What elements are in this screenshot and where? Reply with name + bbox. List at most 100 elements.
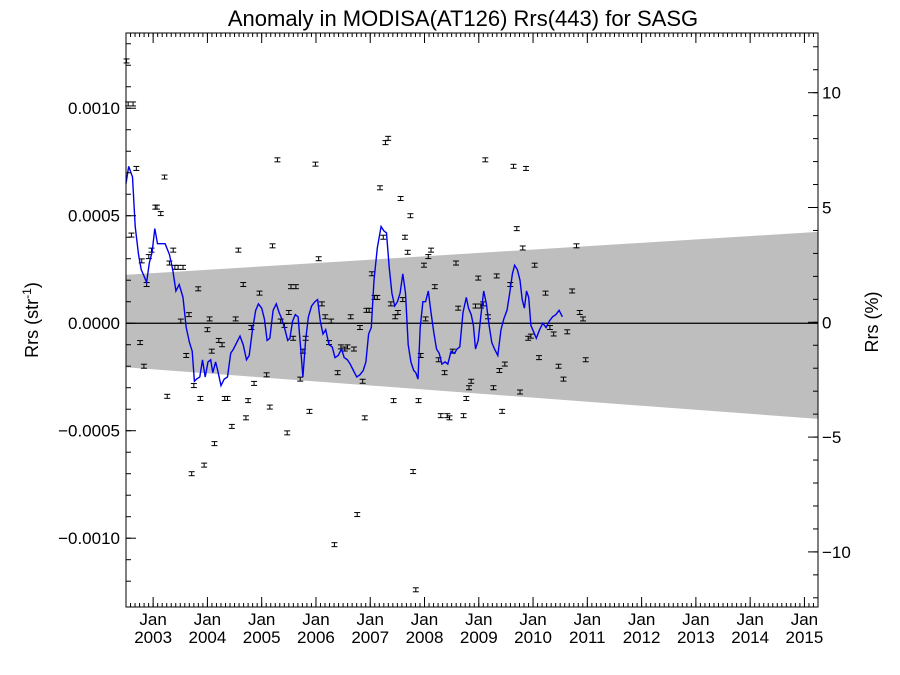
data-point (274, 157, 281, 163)
data-point (157, 211, 164, 217)
data-point (394, 309, 401, 315)
data-point (219, 342, 226, 348)
data-point (161, 174, 168, 180)
data-point (232, 316, 239, 322)
data-point (201, 462, 208, 468)
data-point (401, 234, 408, 240)
data-point (407, 213, 414, 219)
x-tick-year: 2009 (460, 628, 498, 647)
data-point (331, 542, 338, 548)
data-point (164, 393, 171, 399)
x-tick-year: 2006 (297, 628, 335, 647)
data-point (153, 204, 160, 210)
data-point (183, 352, 190, 358)
smoothed-anomaly-line (125, 166, 564, 388)
data-point (523, 165, 530, 171)
plot-frame (125, 32, 819, 608)
data-point (350, 346, 357, 352)
data-point (455, 305, 462, 311)
data-point (460, 413, 467, 419)
left-tick-label: 0.0005 (68, 207, 120, 226)
x-tick-year: 2007 (351, 628, 389, 647)
x-tick-month: Jan (357, 610, 384, 629)
data-point (284, 430, 291, 436)
data-point (555, 363, 562, 369)
data-point (347, 314, 354, 320)
left-axis-title-sup: -1 (20, 288, 34, 299)
left-tick-label: 0.0010 (68, 99, 120, 118)
data-point (437, 413, 444, 419)
x-tick-year: 2008 (406, 628, 444, 647)
x-tick-month: Jan (411, 610, 438, 629)
data-point (579, 316, 586, 322)
data-point (328, 318, 335, 324)
data-point (292, 284, 299, 290)
data-point (240, 282, 247, 288)
x-tick-month: Jan (791, 610, 818, 629)
data-point (546, 325, 553, 331)
data-point (242, 415, 249, 421)
uncertainty-band (126, 231, 818, 419)
left-axis-title-close: ) (22, 282, 42, 288)
data-point (415, 398, 422, 404)
x-tick-month: Jan (736, 610, 763, 629)
data-point (431, 284, 438, 290)
data-point (517, 389, 524, 395)
data-point (582, 357, 589, 363)
left-y-axis: 0.0010 0.0005 0.0000 −0.0005 −0.0010 (58, 43, 136, 582)
data-point (208, 348, 215, 354)
data-point (256, 290, 263, 296)
x-tick-month: Jan (139, 610, 166, 629)
left-axis-title-main: Rrs (str (22, 299, 42, 358)
data-point (564, 329, 571, 335)
x-tick-month: Jan (628, 610, 655, 629)
data-point (490, 385, 497, 391)
data-point (190, 383, 197, 389)
data-point (536, 355, 543, 361)
data-point (399, 297, 406, 303)
data-point (140, 363, 147, 369)
data-point (123, 58, 130, 64)
left-tick-label: −0.0005 (58, 422, 120, 441)
right-tick-label: 0 (822, 313, 831, 332)
right-tick-label: −10 (822, 543, 851, 562)
x-tick-month: Jan (465, 610, 492, 629)
x-tick-month: Jan (248, 610, 275, 629)
right-tick-label: 10 (822, 84, 841, 103)
data-point (428, 247, 435, 253)
data-point (130, 101, 137, 107)
data-point (245, 398, 252, 404)
data-point (410, 469, 417, 475)
data-point (334, 370, 341, 376)
data-point (493, 273, 500, 279)
data-point (175, 264, 182, 270)
data-point (179, 264, 186, 270)
data-point (576, 309, 583, 315)
data-point (531, 262, 538, 268)
x-tick-year: 2011 (569, 628, 606, 647)
data-point (285, 309, 292, 315)
data-point (224, 395, 231, 401)
chart-title: Anomaly in MODISA(AT126) Rrs(443) for SA… (228, 6, 698, 31)
x-tick-year: 2012 (623, 628, 661, 647)
left-tick-label: 0.0000 (68, 314, 120, 333)
data-point (385, 135, 392, 141)
data-point (482, 157, 489, 163)
left-tick-label: −0.0010 (58, 529, 120, 548)
data-point (170, 247, 177, 253)
data-point (211, 441, 218, 447)
data-point (446, 415, 453, 421)
data-point (390, 398, 397, 404)
data-point (354, 512, 361, 518)
x-tick-year: 2005 (243, 628, 281, 647)
x-tick-month: Jan (682, 610, 709, 629)
data-point (185, 312, 192, 318)
data-point (366, 307, 373, 313)
data-point (228, 423, 235, 429)
data-point (137, 340, 144, 346)
data-point (322, 314, 329, 320)
band-area (126, 231, 818, 419)
data-point (377, 185, 384, 191)
data-point (251, 380, 258, 386)
